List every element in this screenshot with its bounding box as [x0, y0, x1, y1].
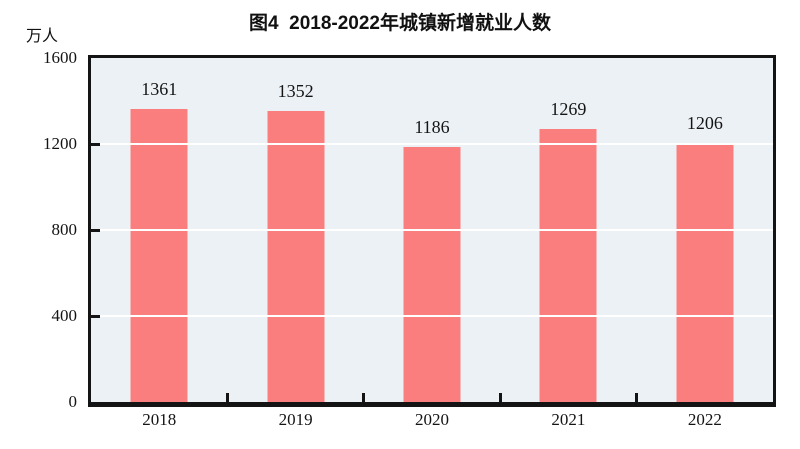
- gridline-1200: [91, 143, 773, 145]
- gridline-800: [91, 229, 773, 231]
- plot-area: 1361 1352 1186 1269 1206: [88, 55, 776, 407]
- bar-slot-2022: 1206: [637, 58, 773, 402]
- x-axis-tick-4: [635, 393, 639, 402]
- y-axis-label-1200: 1200: [43, 134, 77, 153]
- y-axis-label-1600: 1600: [43, 48, 77, 67]
- bar-2018: [130, 109, 188, 402]
- bar-slot-2018: 1361: [91, 58, 227, 402]
- bar-slot-2021: 1269: [500, 58, 636, 402]
- x-axis-label-2019: 2019: [278, 410, 313, 429]
- bar-value-2020: 1186: [414, 117, 450, 138]
- x-axis-label-2020: 2020: [415, 410, 450, 429]
- bar-slot-2020: 1186: [364, 58, 500, 402]
- bar-2019: [267, 111, 325, 402]
- y-axis-unit-label: 万人: [26, 28, 59, 45]
- x-axis-tick-2: [362, 393, 366, 402]
- bar-value-2019: 1352: [277, 81, 314, 102]
- y-axis-label-800: 800: [51, 220, 78, 239]
- bar-value-2018: 1361: [141, 79, 178, 100]
- x-axis-tick-1: [225, 393, 229, 402]
- y-axis-tick-800: [91, 228, 100, 232]
- gridline-400: [91, 315, 773, 317]
- bar-value-2022: 1206: [686, 112, 723, 133]
- x-axis-label-2021: 2021: [551, 410, 586, 429]
- bar-2020: [403, 147, 461, 402]
- bar-slot-2019: 1352: [227, 58, 363, 402]
- y-axis-tick-400: [91, 314, 100, 318]
- x-axis-tick-labels: 2018 2019 2020 2021 2022: [91, 409, 773, 431]
- x-axis-tick-3: [498, 393, 502, 402]
- y-axis-tick-1200: [91, 142, 100, 146]
- x-axis-label-2022: 2022: [687, 410, 722, 429]
- bar-slots: 1361 1352 1186 1269 1206: [91, 58, 773, 402]
- y-axis-label-0: 0: [68, 392, 78, 411]
- y-axis-tick-labels: 0 400 800 1200 1600: [0, 0, 80, 449]
- bar-2022: [676, 142, 734, 402]
- y-axis-label-400: 400: [51, 306, 78, 325]
- bar-value-2021: 1269: [550, 99, 587, 120]
- x-axis-label-2018: 2018: [142, 410, 177, 429]
- bar-2021: [539, 129, 597, 402]
- chart-title: 图4 2018-2022年城镇新增就业人数: [249, 13, 551, 34]
